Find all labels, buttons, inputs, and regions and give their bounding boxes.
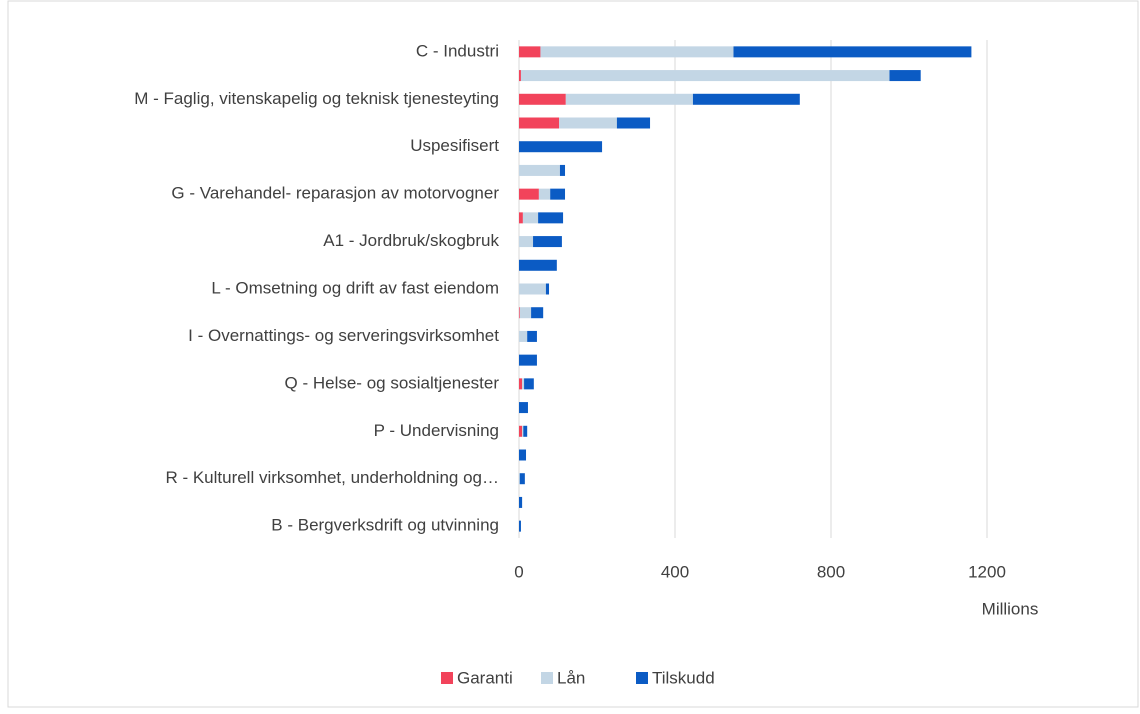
bar-segment [565, 93, 693, 105]
bar-segment [533, 236, 562, 248]
bar-segment [519, 307, 532, 319]
y-tick-label: L - Omsetning og drift av fast eiendom [211, 278, 499, 297]
bar-segment [519, 46, 541, 58]
bar-segment [519, 164, 560, 176]
bar-segment [519, 117, 560, 129]
bar-segment [519, 141, 603, 153]
bar-segment [519, 354, 537, 366]
bar-segment [519, 212, 523, 224]
bar-segment [519, 520, 521, 532]
bar-segment [559, 164, 566, 176]
legend-swatch [541, 672, 553, 684]
bar-segment [519, 473, 525, 485]
bar-segment [538, 188, 551, 200]
bar-segment [519, 378, 523, 390]
bar-segment [527, 330, 537, 342]
legend-label: Lån [557, 668, 585, 687]
y-tick-label: B - Bergverksdrift og utvinning [271, 516, 499, 535]
bar-segment [519, 307, 520, 319]
bar-segment [519, 236, 534, 248]
bar-segment [524, 378, 534, 390]
bar-segment [559, 117, 617, 129]
y-tick-label: A1 - Jordbruk/skogbruk [323, 231, 499, 250]
x-axis-label: Millions [982, 599, 1039, 618]
bar-segment [538, 212, 564, 224]
bar-segment [522, 378, 525, 390]
x-tick-label: 1200 [968, 562, 1006, 581]
bar-segment [519, 425, 523, 437]
bar-segment [519, 496, 523, 508]
bar-segment [519, 330, 528, 342]
bar-segment [692, 93, 800, 105]
y-tick-label: P - Undervisning [374, 421, 499, 440]
legend-swatch [441, 672, 453, 684]
y-tick-label: G - Varehandel- reparasjon av motorvogne… [171, 184, 499, 203]
bar-segment [519, 449, 527, 461]
y-tick-label: C - Industri [416, 41, 499, 60]
legend-label: Tilskudd [652, 668, 715, 687]
bar-segment [519, 93, 566, 105]
bar-segment [889, 70, 921, 82]
bar-segment [540, 46, 734, 58]
bar-segment [519, 473, 520, 485]
x-tick-label: 0 [514, 562, 523, 581]
bar-segment [523, 425, 528, 437]
bar-segment [522, 212, 539, 224]
bar-segment [550, 188, 566, 200]
bar-segment [520, 70, 890, 82]
bar-segment [519, 259, 557, 271]
bar-segment [616, 117, 651, 129]
bar-segment [545, 283, 550, 295]
legend-label: Garanti [457, 668, 513, 687]
bar-segment [519, 402, 528, 414]
bar-segment [519, 70, 521, 82]
y-tick-label: Q - Helse- og sosialtjenester [285, 373, 500, 392]
x-tick-label: 400 [661, 562, 689, 581]
y-tick-label: M - Faglig, vitenskapelig og teknisk tje… [134, 89, 499, 108]
x-tick-label: 800 [817, 562, 845, 581]
bar-segment [519, 188, 539, 200]
bar-segment [531, 307, 544, 319]
bar-segment [522, 425, 524, 437]
bar-segment [733, 46, 972, 58]
y-tick-label: R - Kulturell virksomhet, underholdning … [165, 468, 499, 487]
y-tick-label: I - Overnattings- og serveringsvirksomhe… [188, 326, 499, 345]
bar-segment [519, 283, 546, 295]
y-tick-label: Uspesifisert [410, 136, 499, 155]
legend-swatch [636, 672, 648, 684]
